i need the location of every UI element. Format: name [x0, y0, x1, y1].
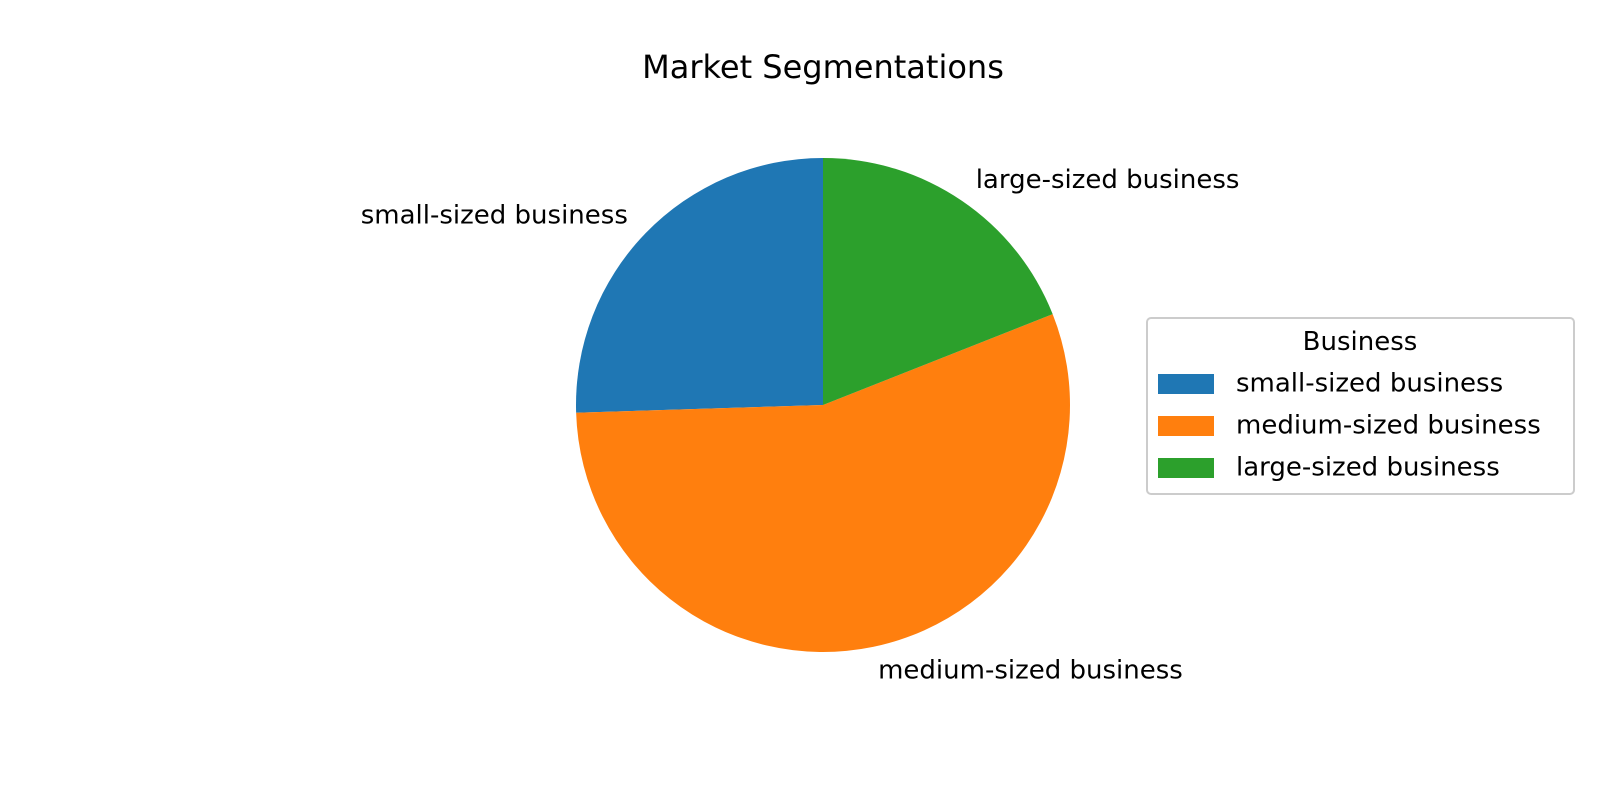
legend-title: Business — [1303, 327, 1418, 357]
pie-slice-medium-sized-business — [576, 314, 1070, 653]
legend-label: medium-sized business — [1236, 411, 1541, 441]
pie-label: small-sized business — [361, 200, 628, 230]
legend-swatch — [1158, 374, 1214, 394]
pie-labels: small-sized business medium-sized busines… — [361, 165, 1240, 686]
pie-slice-large-sized-business — [823, 158, 1053, 405]
legend-frame — [1146, 317, 1575, 495]
legend-label: large-sized business — [1236, 453, 1500, 483]
pie — [576, 158, 1070, 653]
pie-label: large-sized business — [976, 165, 1240, 195]
legend: Business small-sized business medium-size… — [1146, 317, 1575, 495]
pie-label: medium-sized business — [878, 656, 1183, 686]
legend-entries: small-sized business medium-sized busines… — [1158, 369, 1541, 483]
legend-label: small-sized business — [1236, 369, 1503, 399]
legend-swatch — [1158, 416, 1214, 436]
legend-swatch — [1158, 458, 1214, 478]
chart-title: Market Segmentations — [642, 48, 1004, 86]
pie-slice-small-sized-business — [576, 158, 823, 413]
